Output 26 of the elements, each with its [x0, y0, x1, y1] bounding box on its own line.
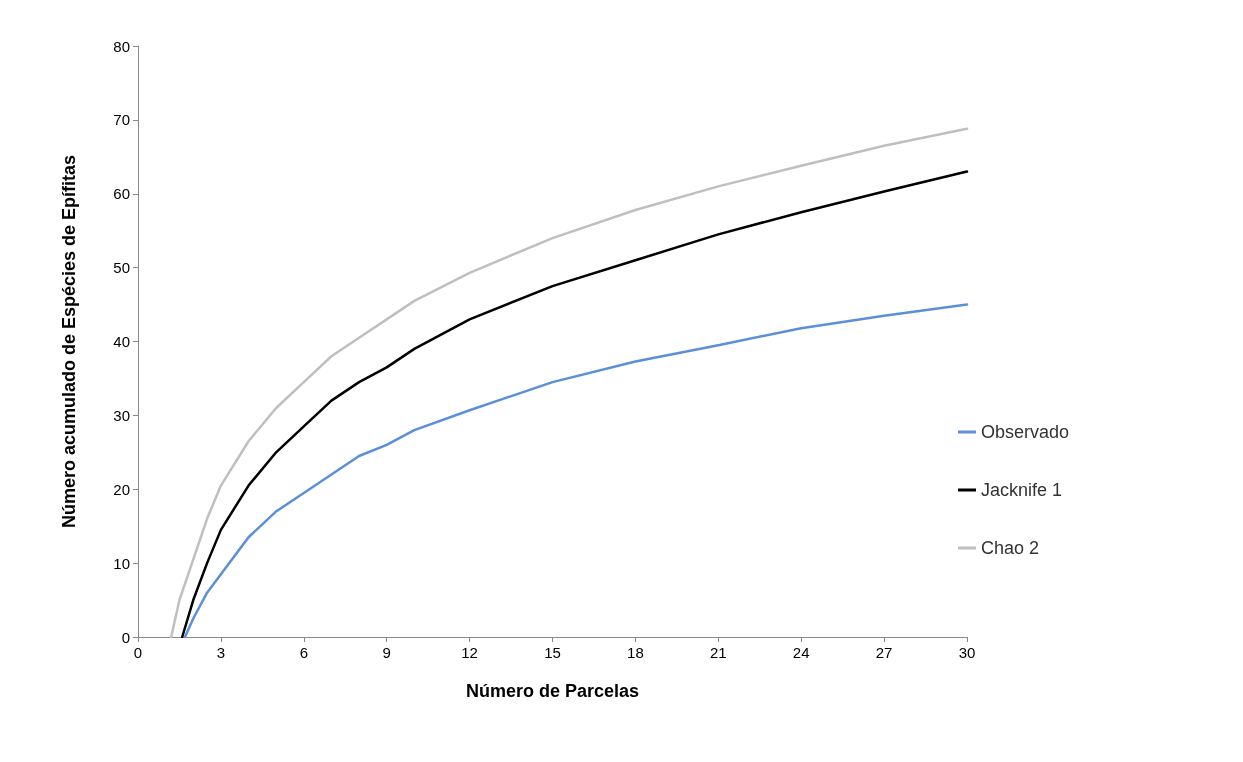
legend-label: Chao 2 — [981, 538, 1040, 558]
x-tick-label: 18 — [627, 644, 644, 661]
x-axis-title: Número de Parcelas — [465, 681, 640, 701]
y-axis-title: Número acumulado de Espécies de Epífitas — [59, 154, 79, 529]
y-tick-label: 70 — [113, 111, 130, 129]
y-tick-label: 30 — [113, 406, 130, 424]
y-tick-label: 10 — [113, 554, 130, 572]
legend-label: Observado — [981, 422, 1070, 442]
y-tick-label: 20 — [113, 480, 130, 498]
x-tick-label: 12 — [461, 644, 478, 661]
x-tick-label: 0 — [133, 644, 143, 661]
x-tick-label: 15 — [544, 644, 561, 661]
x-tick-label: 3 — [216, 644, 226, 661]
line-series — [183, 303, 969, 639]
x-tick-label: 9 — [382, 644, 391, 661]
legend-label: Jacknife 1 — [981, 480, 1063, 500]
y-tick-label: 0 — [121, 628, 130, 646]
y-tick-label: 40 — [113, 333, 130, 350]
x-tick-label: 30 — [958, 644, 976, 661]
y-tick-label: 60 — [113, 185, 130, 203]
y-tick-label: 80 — [113, 37, 130, 55]
y-tick-label: 50 — [113, 259, 130, 277]
x-tick-label: 21 — [709, 644, 727, 661]
x-tick-label: 6 — [299, 644, 308, 661]
x-tick-label: 27 — [875, 644, 893, 661]
x-tick-label: 24 — [792, 644, 810, 661]
